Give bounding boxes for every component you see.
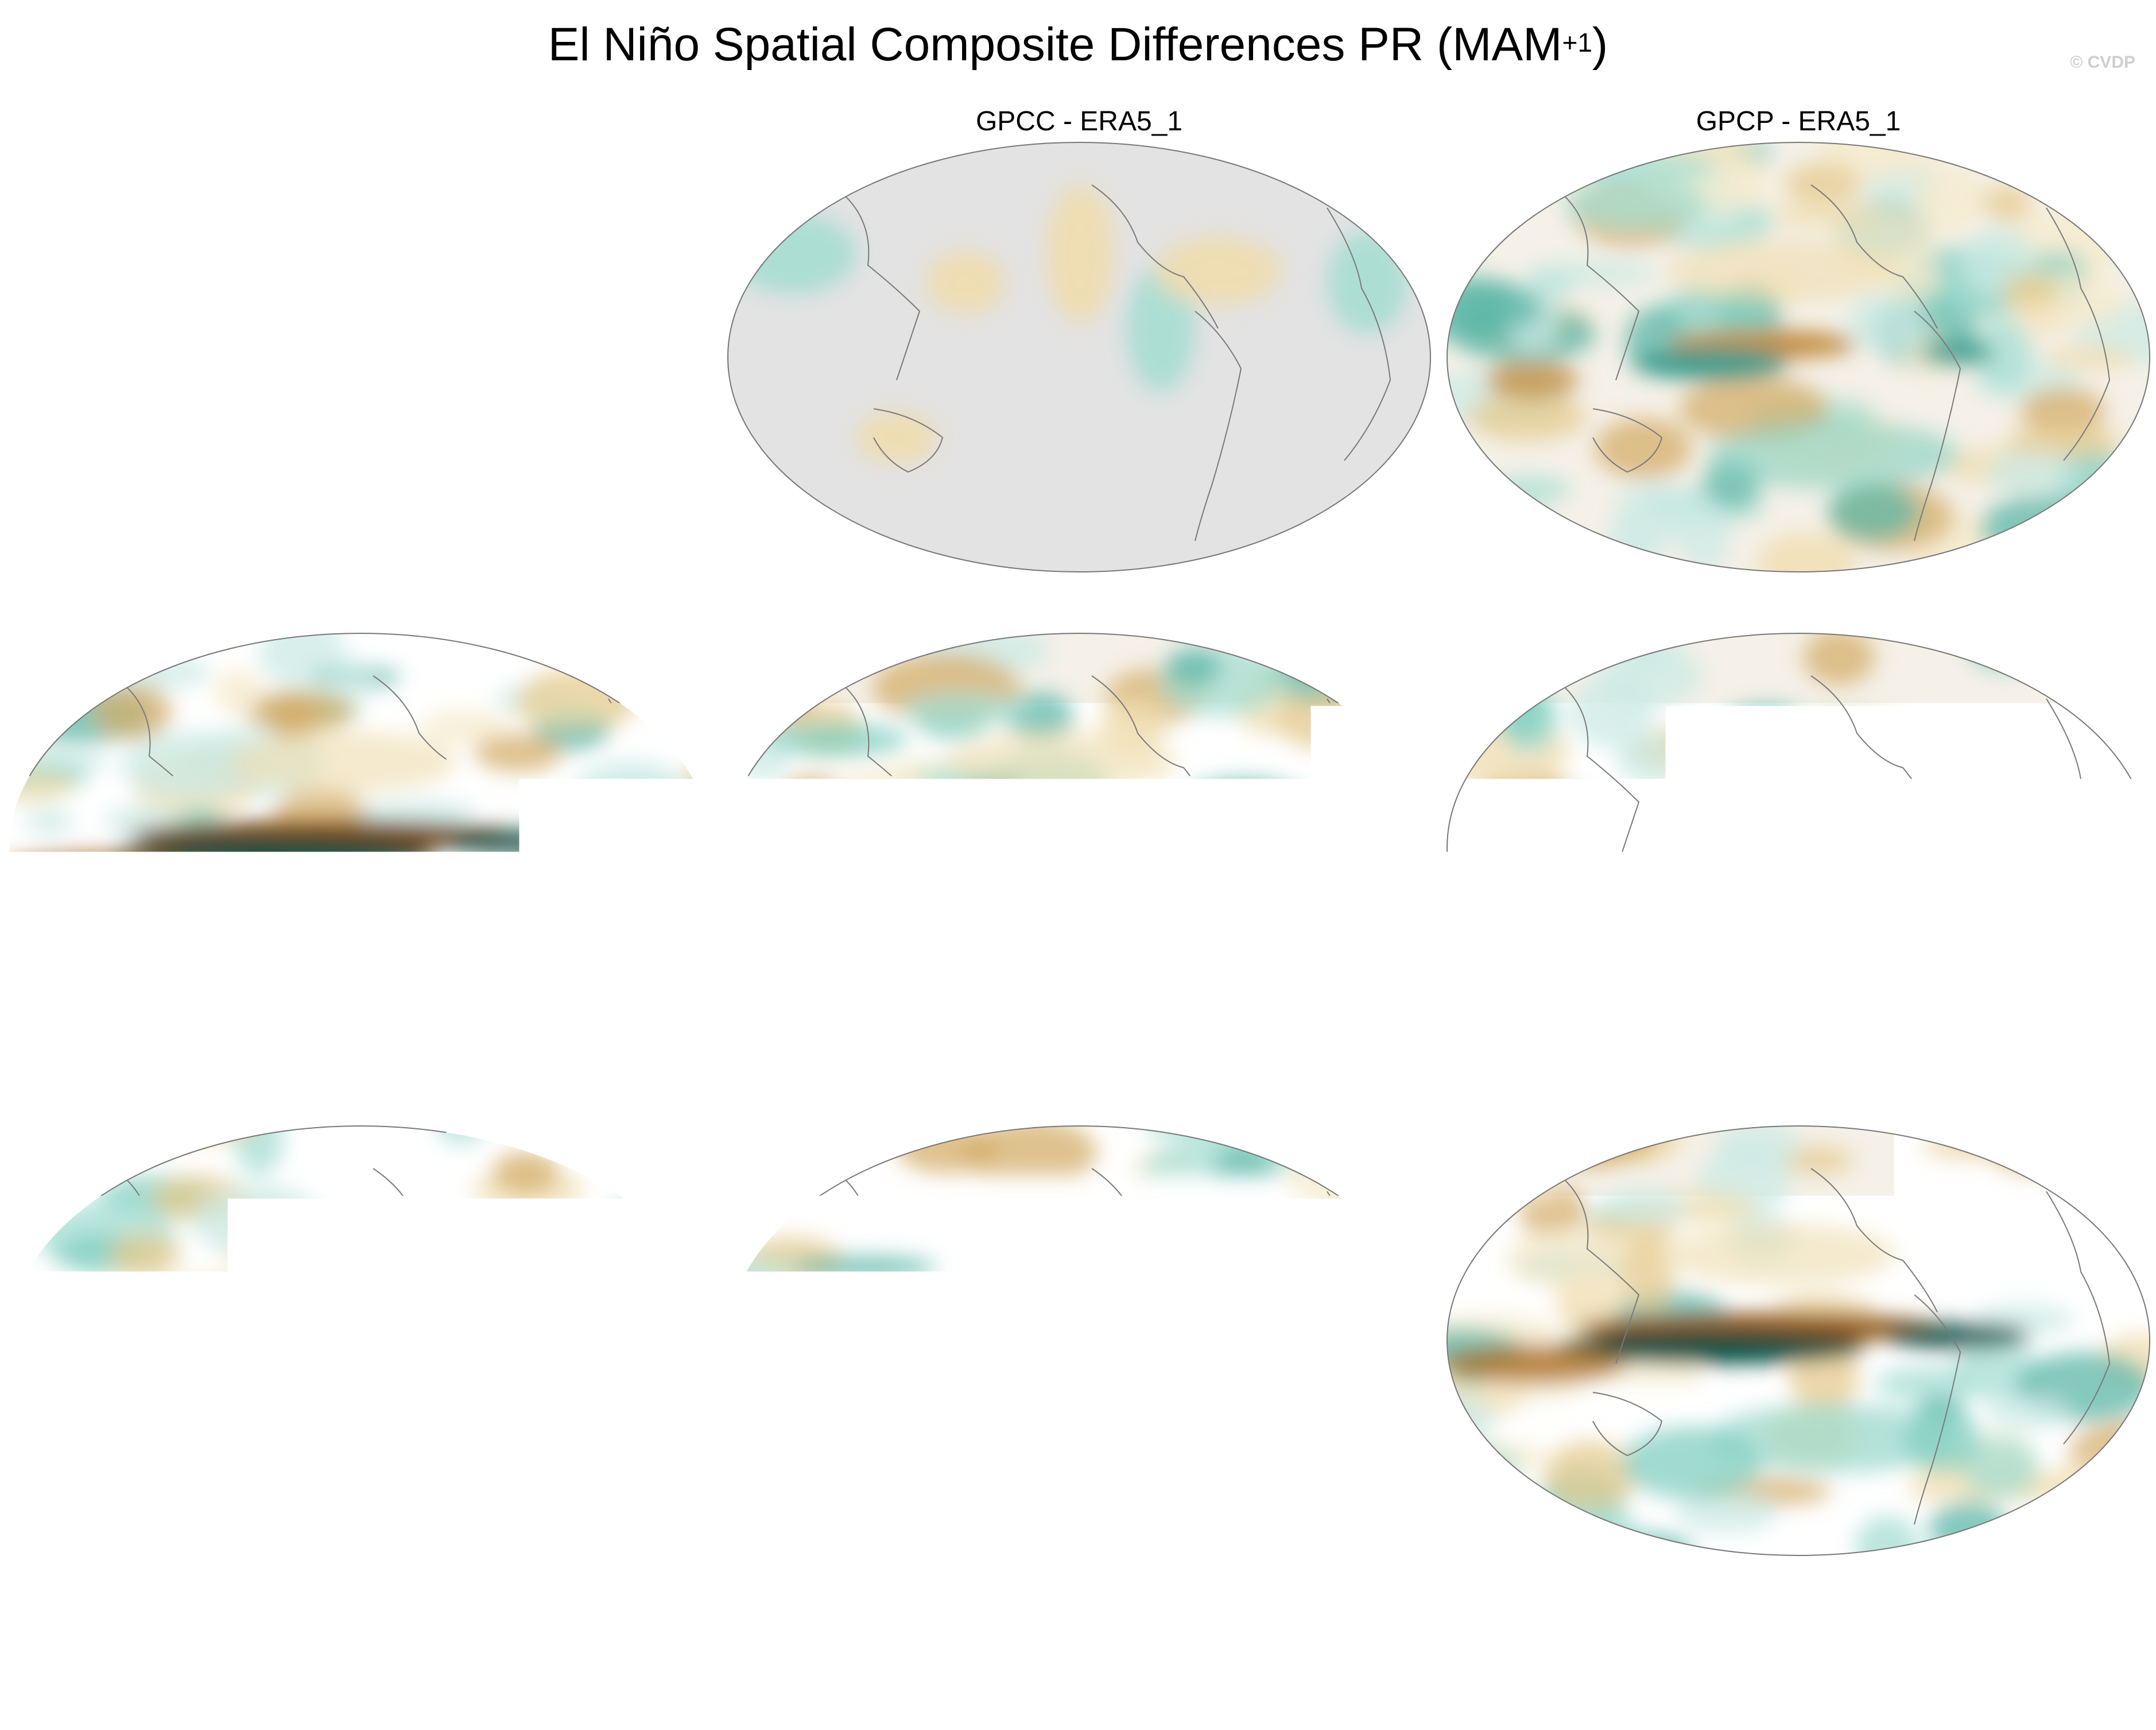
panel-title: CESM3-beta02 BLT1850 104 - ERA5_1 — [1444, 1088, 2153, 1123]
panel-title: CESM3-beta02 BLT1850 109 - ERA5_1 — [6, 1088, 715, 1123]
map-panel-beta04-116: CESM3-beta04 BLT1850 116 - ERA5_1 — [724, 595, 1434, 1066]
panel-title: CESM3-beta04 BLT1850 118 - ERA5_1 — [6, 595, 715, 630]
map-alpha03d-112 — [1444, 630, 2153, 1066]
map-beta02-bmt104 — [724, 1123, 1434, 1559]
colorbar-tick-label: -1 — [698, 1640, 767, 1680]
colorbar-frame — [385, 1600, 1776, 1632]
colorbar-tick-label: -4 — [489, 1640, 558, 1680]
map-panel-beta02-bmt104: CESM3-beta02 BMT1850 104 - ERA5_1 — [724, 1088, 1434, 1559]
map-beta02-109 — [6, 1123, 715, 1559]
colorbar-tick-label: 2 — [1463, 1640, 1532, 1680]
colorbar-tick-label: 3 — [1533, 1640, 1602, 1680]
colorbar-tick-label: 0 — [1046, 1640, 1115, 1680]
panel-title: CESM3-alpha03d BLT1850 112 - ERA5_1 — [1444, 595, 2153, 630]
figure-title: El Niño Spatial Composite Differences PR… — [0, 16, 2156, 73]
colorbar-tick-label: 4 — [1603, 1640, 1672, 1680]
panel-title: GPCP - ERA5_1 — [1444, 105, 2153, 139]
colorbar-tick-label: -.75 — [767, 1640, 836, 1680]
colorbar-tick-label: .25 — [1185, 1640, 1254, 1680]
map-panel-alpha03d-112: CESM3-alpha03d BLT1850 112 - ERA5_1 — [1444, 595, 2153, 1066]
panel-title: CESM3-beta04 BLT1850 116 - ERA5_1 — [724, 595, 1434, 630]
colorbar-units: mm/day — [0, 1677, 2156, 1720]
copyright-watermark: © CVDP — [2070, 53, 2135, 72]
colorbar-tick-label: -3 — [559, 1640, 628, 1680]
colorbar-tick-label: -.1 — [976, 1640, 1045, 1680]
map-panel-gpcc: GPCC - ERA5_1 — [724, 105, 1434, 575]
colorbar-tick-label: .5 — [1255, 1640, 1324, 1680]
colorbar-tick-label: -.25 — [907, 1640, 976, 1680]
panel-title: GPCC - ERA5_1 — [724, 105, 1434, 139]
colorbar-tick-label: -5 — [420, 1640, 488, 1680]
colorbar-tick-label: .75 — [1324, 1640, 1393, 1680]
colorbar-tick-label: .1 — [1115, 1640, 1184, 1680]
colorbar — [385, 1600, 1776, 1638]
panel-title: CESM3-beta02 BMT1850 104 - ERA5_1 — [724, 1088, 1434, 1123]
map-panel-beta04-118: CESM3-beta04 BLT1850 118 - ERA5_1 — [6, 595, 715, 1066]
map-gpcc — [724, 139, 1434, 575]
colorbar-tick-label: 5 — [1672, 1640, 1741, 1680]
map-panel-gpcp: GPCP - ERA5_1 — [1444, 105, 2153, 575]
colorbar-tick-label: -.5 — [837, 1640, 906, 1680]
colorbar-tick-label: -2 — [629, 1640, 697, 1680]
map-panel-beta02-109: CESM3-beta02 BLT1850 109 - ERA5_1 — [6, 1088, 715, 1559]
map-panel-beta02-blt104: CESM3-beta02 BLT1850 104 - ERA5_1 — [1444, 1088, 2153, 1559]
map-gpcp — [1444, 139, 2153, 575]
map-beta04-116 — [724, 630, 1434, 1066]
map-beta02-blt104 — [1444, 1123, 2153, 1559]
colorbar-tick-label: 1 — [1394, 1640, 1463, 1680]
map-beta04-118 — [6, 630, 715, 1066]
